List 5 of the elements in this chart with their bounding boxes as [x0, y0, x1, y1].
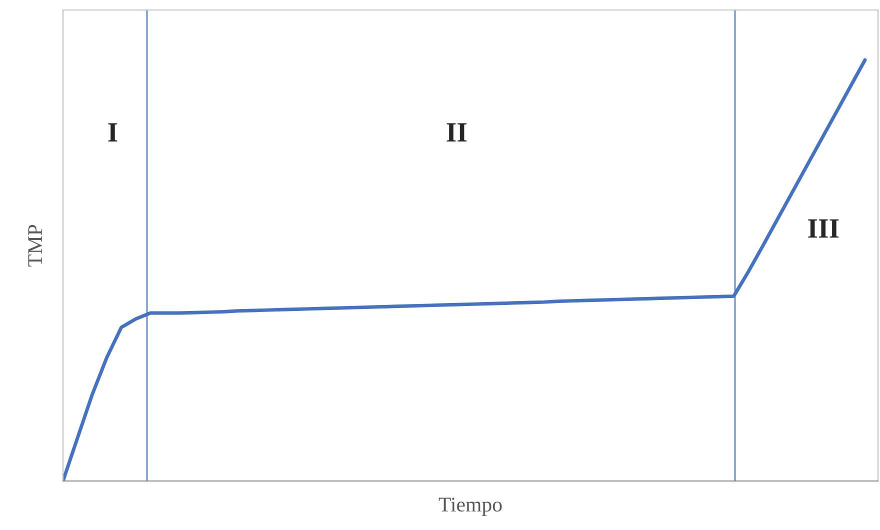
y-axis-title: TMP	[28, 224, 42, 267]
annotation: III	[808, 219, 839, 238]
x-axis-title: Tiempo	[438, 498, 502, 516]
annotation: II	[446, 123, 467, 142]
annotation: I	[108, 123, 118, 142]
